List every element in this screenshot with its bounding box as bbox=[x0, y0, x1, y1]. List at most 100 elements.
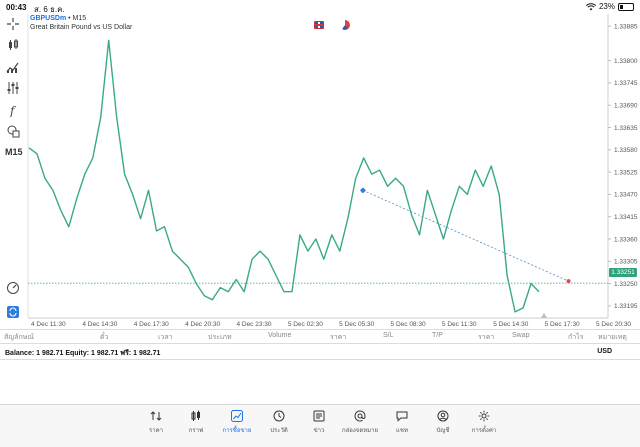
table-header-cell[interactable]: ประเภท bbox=[208, 334, 232, 341]
balance-row: Balance: 1 982.71 Equity: 1 982.71 ฟรี: … bbox=[0, 346, 640, 358]
timeframe-button[interactable]: M15 bbox=[5, 147, 23, 157]
tab-candles[interactable]: กราฟ bbox=[179, 410, 213, 435]
tab-trade-chart[interactable]: การซื้อขาย bbox=[220, 410, 254, 435]
tab-news[interactable]: ข่าว bbox=[302, 410, 336, 435]
tab-label: ข่าว bbox=[313, 428, 325, 434]
shapes-icon bbox=[7, 125, 20, 138]
trade-table-header: สัญลักษณ์ ตั๋ว เวลา ประเภท Volume ราคา S/L T/P ร… bbox=[0, 330, 640, 342]
crosshair-icon bbox=[7, 18, 19, 30]
settings-sliders-button[interactable] bbox=[5, 80, 21, 96]
tab-label: บัญชี bbox=[436, 428, 450, 434]
x-tick-label: 5 Dec 08:30 bbox=[391, 321, 426, 328]
trade-close-marker bbox=[566, 279, 571, 284]
tab-label: กราฟ bbox=[188, 428, 204, 434]
tab-quotes-arrows[interactable]: ราคา bbox=[139, 410, 173, 435]
x-tick-label: 4 Dec 20:30 bbox=[185, 321, 220, 328]
objects-button[interactable] bbox=[5, 123, 21, 139]
one-click-trading-button[interactable] bbox=[5, 280, 21, 296]
y-tick-label: 1.33195 bbox=[614, 303, 638, 310]
symbol-timeframe: • M15 bbox=[66, 15, 87, 22]
chart-symbol: GBPUSDm • M15 bbox=[30, 15, 86, 22]
x-tick-label: 5 Dec 02:30 bbox=[288, 321, 323, 328]
x-tick-label: 5 Dec 05:30 bbox=[339, 321, 374, 328]
account-icon bbox=[437, 410, 449, 422]
y-tick-label: 1.33470 bbox=[614, 192, 638, 199]
indicators-button[interactable] bbox=[5, 59, 21, 75]
x-tick-label: 4 Dec 23:30 bbox=[236, 321, 271, 328]
y-tick-label: 1.33360 bbox=[614, 236, 638, 243]
table-head-divider bbox=[0, 343, 640, 344]
table-header-cell[interactable]: เวลา bbox=[158, 334, 173, 341]
wifi-icon bbox=[585, 2, 596, 10]
table-header-cell[interactable]: ตั๋ว bbox=[100, 334, 109, 341]
trade-refresh-icon bbox=[7, 306, 19, 318]
tab-history-clock[interactable]: ประวัติ bbox=[262, 410, 296, 435]
price-axis: 1.33885 1.33800 1.33745 1.33690 1.33635 1.335… bbox=[608, 23, 638, 310]
y-tick-label: 1.33745 bbox=[614, 80, 638, 87]
battery-percent: 23% bbox=[598, 2, 615, 11]
trade-open-marker bbox=[359, 187, 366, 194]
table-header-cell[interactable]: S/L bbox=[383, 332, 394, 339]
balance-currency: USD bbox=[597, 348, 612, 355]
speedometer-icon bbox=[7, 282, 19, 294]
y-tick-label: 1.33635 bbox=[614, 125, 638, 132]
table-header-cell[interactable]: สัญลักษณ์ bbox=[4, 334, 34, 341]
y-tick-label: 1.33525 bbox=[614, 169, 638, 176]
table-header-cell[interactable]: หมายเหตุ bbox=[598, 334, 627, 341]
tab-mailbox-at[interactable]: กล่องจดหมาย bbox=[341, 410, 379, 435]
table-top-divider bbox=[0, 329, 640, 330]
status-right: 23% bbox=[585, 2, 634, 11]
x-tick-label: 4 Dec 11:30 bbox=[31, 321, 66, 328]
settings-gear-icon bbox=[478, 410, 490, 422]
balance-divider bbox=[0, 359, 640, 360]
us-flag-icon bbox=[340, 20, 350, 30]
mailbox-at-icon bbox=[354, 410, 366, 422]
symbol-description: Great Britain Pound vs US Dollar bbox=[30, 24, 133, 31]
x-tick-label: 4 Dec 17:30 bbox=[134, 321, 169, 328]
y-tick-label: 1.33250 bbox=[614, 281, 638, 288]
tab-settings-gear[interactable]: การตั้งค่า bbox=[467, 410, 501, 435]
tab-account[interactable]: บัญชี bbox=[426, 410, 460, 435]
table-header-cell[interactable]: Swap bbox=[512, 332, 530, 339]
series-line bbox=[28, 39, 540, 313]
new-order-button[interactable] bbox=[5, 304, 21, 320]
tab-label: แชท bbox=[396, 428, 408, 434]
table-header-cell[interactable]: ราคา bbox=[330, 334, 347, 341]
current-price-label: 1.33251 bbox=[609, 268, 637, 277]
tab-label: ประวัติ bbox=[270, 428, 288, 434]
svg-text:f: f bbox=[9, 104, 17, 117]
x-tick-label: 5 Dec 17:30 bbox=[545, 321, 580, 328]
tab-chat[interactable]: แชท bbox=[385, 410, 419, 435]
chart-type-button[interactable] bbox=[5, 37, 21, 53]
function-icon: f bbox=[9, 104, 17, 117]
news-icon bbox=[313, 410, 325, 422]
trade-line bbox=[362, 189, 569, 282]
crosshair-button[interactable] bbox=[5, 16, 21, 32]
indicators-icon bbox=[6, 62, 19, 73]
x-tick-label: 4 Dec 14:30 bbox=[82, 321, 117, 328]
candles-icon bbox=[9, 39, 18, 50]
status-date: ส. 6 ธ.ค. bbox=[34, 5, 65, 14]
function-button[interactable]: f bbox=[5, 102, 21, 118]
y-tick-label: 1.33305 bbox=[614, 259, 638, 266]
tab-label: กล่องจดหมาย bbox=[341, 428, 379, 434]
price-chart[interactable]: 1.33885 1.33800 1.33745 1.33690 1.33635 1.335… bbox=[0, 0, 640, 330]
table-header-cell[interactable]: T/P bbox=[432, 332, 443, 339]
x-tick-label: 5 Dec 14:30 bbox=[493, 321, 528, 328]
symbol-name: GBPUSDm bbox=[30, 15, 67, 22]
table-header-cell[interactable]: Volume bbox=[268, 332, 292, 339]
battery-icon bbox=[618, 2, 634, 11]
table-header-cell[interactable]: ราคา bbox=[478, 334, 495, 341]
y-tick-label: 1.33580 bbox=[614, 147, 638, 154]
table-header-cell[interactable]: กำไร bbox=[568, 334, 584, 341]
tab-label: ราคา bbox=[149, 428, 163, 434]
sliders-icon bbox=[7, 82, 19, 94]
quotes-arrows-icon bbox=[150, 411, 162, 421]
y-tick-label: 1.33800 bbox=[614, 58, 638, 65]
tab-label: การซื้อขาย bbox=[222, 428, 252, 434]
y-tick-label: 1.33885 bbox=[614, 23, 638, 30]
time-axis: 4 Dec 11:30 4 Dec 14:30 4 Dec 17:30 4 Dec 2… bbox=[31, 321, 631, 328]
uk-flag-icon bbox=[314, 21, 324, 29]
status-time: 00:43 bbox=[6, 3, 27, 12]
